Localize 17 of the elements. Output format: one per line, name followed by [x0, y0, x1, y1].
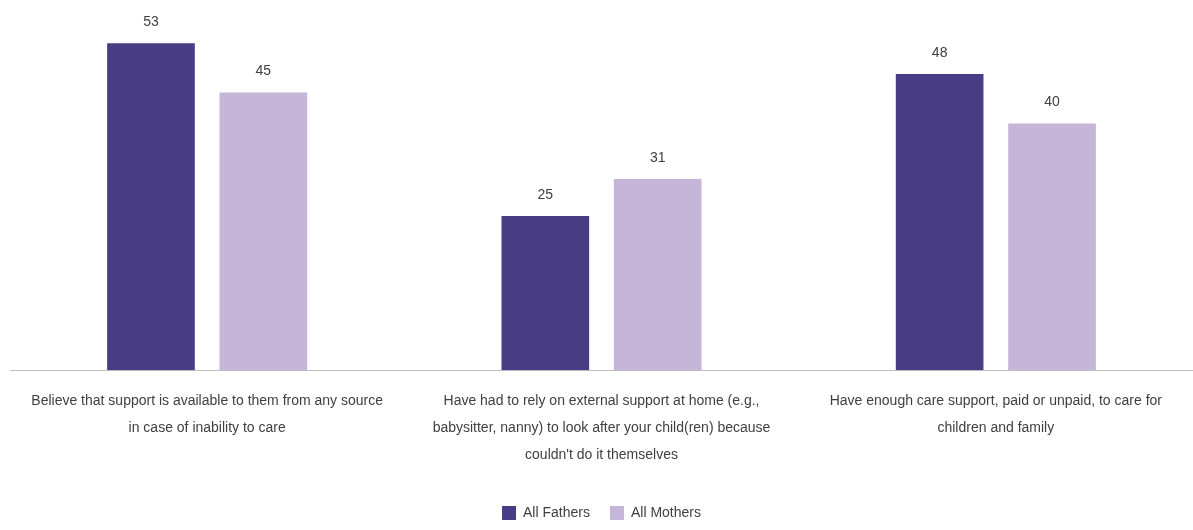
legend-label: All Mothers — [630, 503, 701, 520]
data-label: 40 — [1044, 93, 1061, 110]
x-tick-label: Believe that support is available to them from any source in case of inability to care — [31, 392, 384, 435]
data-label: 53 — [143, 13, 159, 30]
bar — [613, 178, 702, 371]
x-tick-label: Have enough care support, paid or unpaid, to care for children and family — [829, 392, 1163, 435]
bar — [895, 74, 984, 371]
legend-label: All Fathers — [523, 503, 590, 520]
data-label: 31 — [649, 148, 666, 165]
bar — [1008, 123, 1096, 371]
x-tick-label: Have had to rely on external support at home (e.g., babysitter, nanny) to look after your child(ren) because couldn't do it themselves — [432, 392, 771, 462]
data-label: 45 — [255, 62, 272, 79]
data-label: 48 — [931, 43, 948, 60]
bar — [219, 92, 308, 371]
data-label: 25 — [537, 185, 554, 202]
bar — [107, 43, 195, 371]
bar — [501, 215, 590, 371]
